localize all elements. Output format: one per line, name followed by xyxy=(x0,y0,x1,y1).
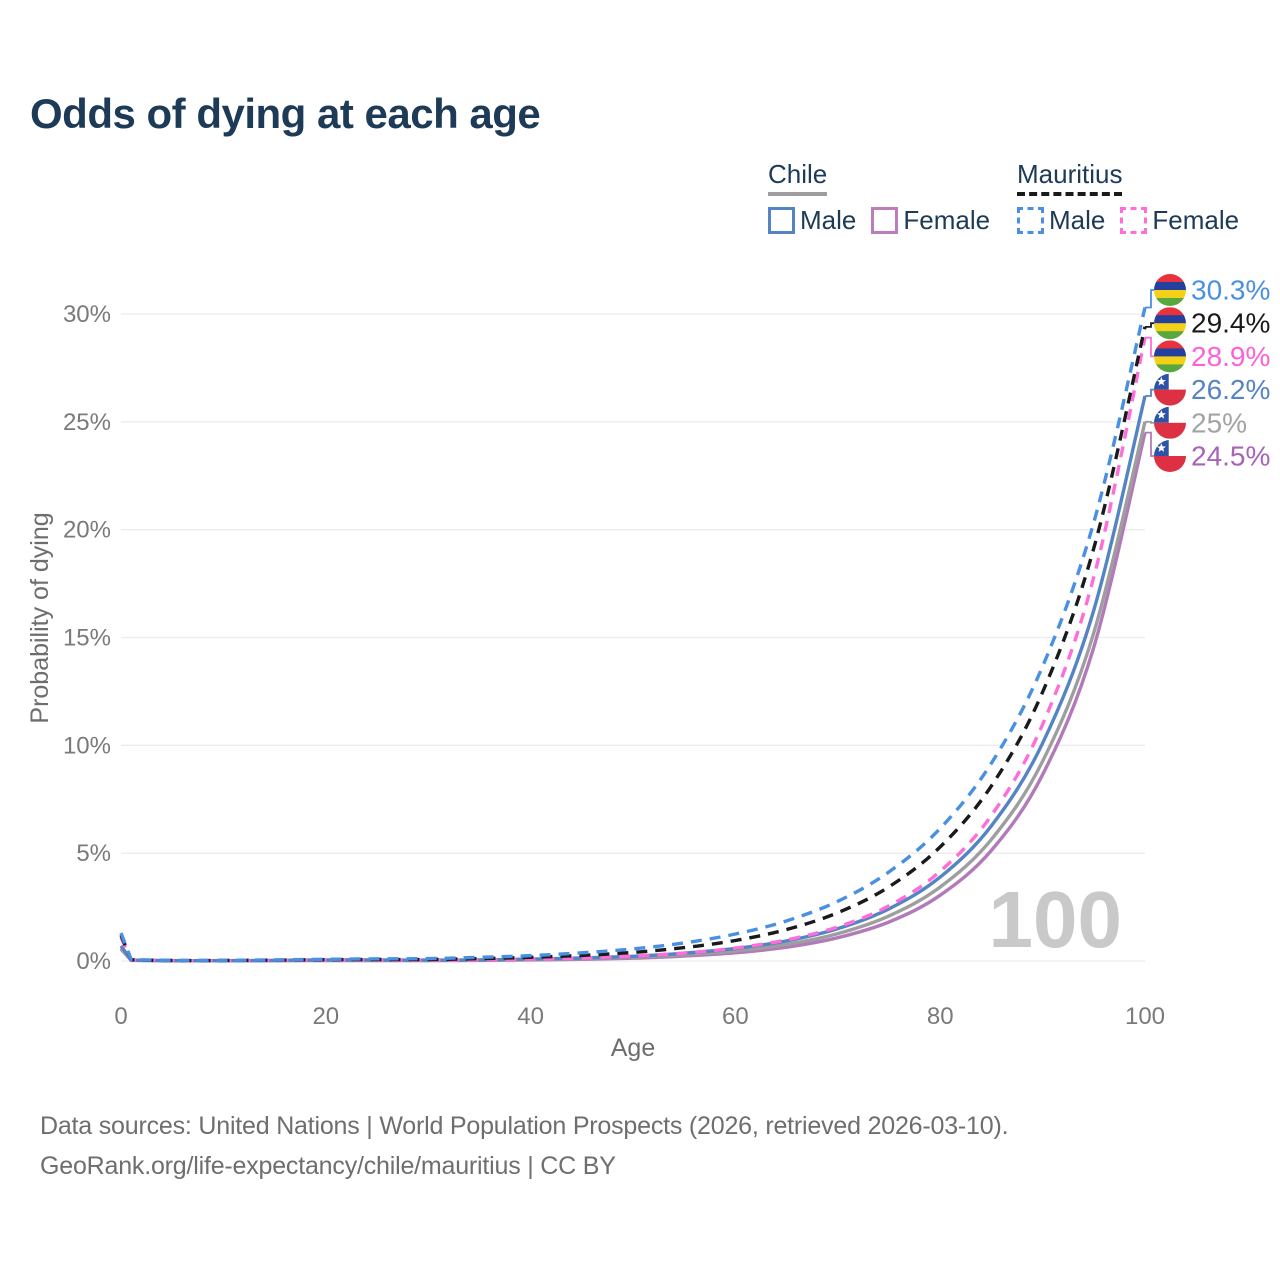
end-label-chile-both: 25% xyxy=(1191,407,1247,438)
y-tick-label: 15% xyxy=(63,625,111,652)
x-axis-title: Age xyxy=(611,1034,655,1062)
x-tick-label: 20 xyxy=(312,1003,339,1030)
source-footer: Data sources: United Nations | World Pop… xyxy=(40,1106,1009,1186)
source-line-2: GeoRank.org/life-expectancy/chile/maurit… xyxy=(40,1152,616,1180)
y-tick-label: 5% xyxy=(76,840,111,867)
y-tick-label: 20% xyxy=(63,517,111,544)
legend-group-mauritius: Mauritius Male Female xyxy=(1017,160,1239,236)
y-tick-label: 10% xyxy=(63,732,111,759)
star-shape xyxy=(1156,410,1166,419)
y-axis-title: Probability of dying xyxy=(26,512,54,723)
end-label-mauritius-female: 28.9% xyxy=(1191,341,1270,372)
y-tick-label: 0% xyxy=(76,948,111,975)
end-label-chile-female: 24.5% xyxy=(1191,441,1270,472)
label-connector xyxy=(1145,336,1154,358)
legend: Chile Male Female Mauritius Male Female xyxy=(0,160,1280,255)
label-connector xyxy=(1145,289,1154,309)
y-tick-label: 25% xyxy=(63,409,111,436)
legend-country-chile: Chile xyxy=(768,160,828,196)
mauritius-male-swatch-icon xyxy=(1017,206,1044,234)
legend-item-chile-male[interactable]: Male xyxy=(768,205,856,236)
mauritius-flag-icon xyxy=(1154,307,1186,340)
legend-country-mauritius: Mauritius xyxy=(1017,160,1123,196)
mauritius-flag-icon xyxy=(1154,340,1186,373)
label-connector xyxy=(1145,420,1154,424)
end-label-chile-male: 26.2% xyxy=(1191,374,1270,405)
star-shape xyxy=(1156,376,1166,386)
x-tick-label: 80 xyxy=(927,1003,954,1030)
legend-label: Female xyxy=(903,204,991,235)
chile-flag-icon xyxy=(1154,373,1186,406)
label-connector xyxy=(1145,388,1154,397)
source-line-1: Data sources: United Nations | World Pop… xyxy=(40,1112,1009,1140)
label-connector xyxy=(1145,431,1154,457)
chile-male-swatch-icon xyxy=(768,206,795,234)
age-counter-watermark: 100 xyxy=(989,875,1122,964)
mauritius-flag-icon xyxy=(1154,274,1186,306)
end-label-mauritius-male: 30.3% xyxy=(1191,275,1270,306)
star-shape xyxy=(1156,443,1166,452)
end-label-mauritius-both: 29.4% xyxy=(1191,308,1270,339)
legend-label: Male xyxy=(1049,204,1106,235)
x-tick-label: 100 xyxy=(1125,1003,1165,1030)
mauritius-female-swatch-icon xyxy=(1120,206,1148,234)
legend-label: Female xyxy=(1152,204,1240,235)
chile-flag-icon xyxy=(1154,406,1186,439)
label-connector xyxy=(1145,322,1154,328)
y-tick-label: 30% xyxy=(63,301,111,328)
chile-flag-icon xyxy=(1154,440,1186,472)
x-tick-label: 0 xyxy=(114,1003,127,1030)
page-title: Odds of dying at each age xyxy=(30,90,541,137)
x-tick-label: 40 xyxy=(517,1003,544,1030)
series-line-mauritius-male[interactable] xyxy=(119,307,1147,963)
x-tick-label: 60 xyxy=(722,1003,749,1030)
legend-label: Male xyxy=(800,204,857,235)
legend-item-mauritius-male[interactable]: Male xyxy=(1017,205,1105,236)
legend-item-chile-female[interactable]: Female xyxy=(871,205,990,236)
legend-group-chile: Chile Male Female xyxy=(768,160,990,236)
chile-female-swatch-icon xyxy=(871,206,899,234)
legend-item-mauritius-female[interactable]: Female xyxy=(1120,205,1239,236)
series-line-mauritius-female[interactable] xyxy=(119,337,1147,963)
